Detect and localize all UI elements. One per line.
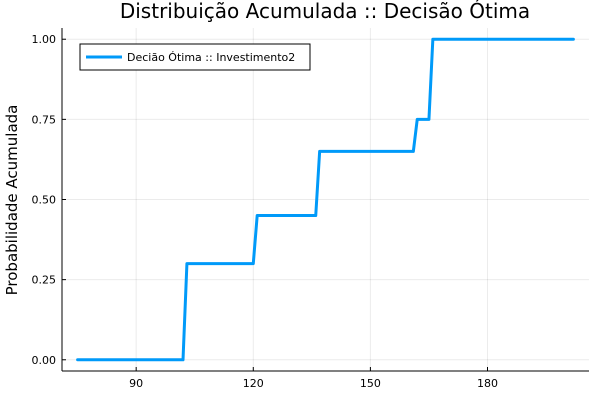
- x-tick-label-2: 150: [360, 377, 381, 390]
- ticks-layer: 90 120 150 180 0.00 0.25 0.50 0.75 1.00: [32, 33, 499, 390]
- y-tick-label-2: 0.50: [32, 194, 57, 207]
- x-tick-label-0: 90: [129, 377, 143, 390]
- y-tick-label-0: 0.00: [32, 354, 57, 367]
- series-line-0: [76, 37, 575, 362]
- x-tick-label-1: 120: [243, 377, 264, 390]
- y-tick-label-3: 0.75: [32, 113, 57, 126]
- y-axis-label: Probabilidade Acumulada: [3, 105, 21, 296]
- legend-label-0: Decião Ótima :: Investimento2: [127, 51, 295, 64]
- chart-title: Distribuição Acumulada :: Decisão Ótima: [120, 0, 530, 23]
- legend: Decião Ótima :: Investimento2: [79, 43, 311, 71]
- series-layer: [76, 37, 575, 362]
- x-tick-label-3: 180: [477, 377, 498, 390]
- y-tick-label-4: 1.00: [32, 33, 57, 46]
- grid-layer: [62, 28, 589, 371]
- y-tick-label-1: 0.25: [32, 274, 57, 287]
